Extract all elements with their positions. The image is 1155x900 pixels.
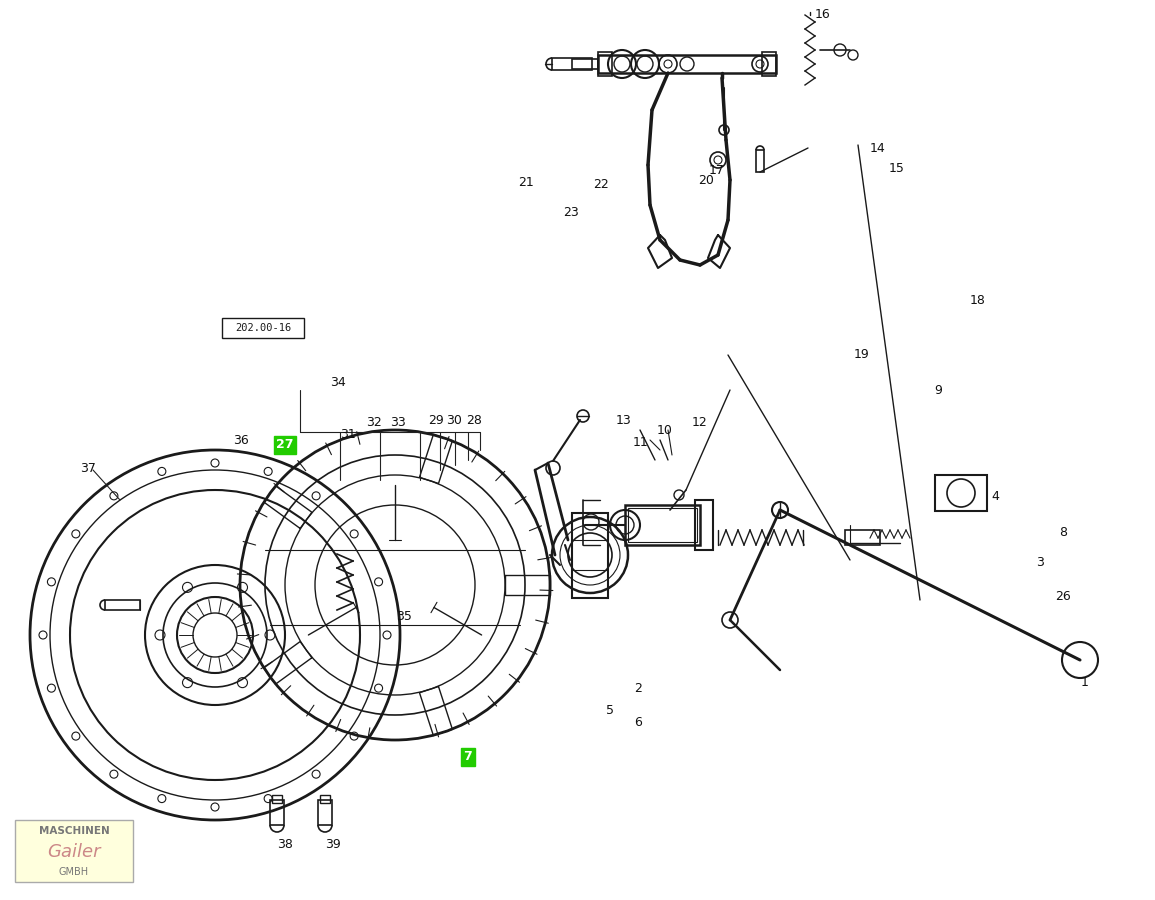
Text: 30: 30 xyxy=(446,413,462,427)
Text: Gailer: Gailer xyxy=(47,843,100,861)
Text: 34: 34 xyxy=(330,376,345,390)
Bar xyxy=(598,55,776,73)
Text: 12: 12 xyxy=(692,416,708,428)
Text: 21: 21 xyxy=(519,176,534,190)
Text: 23: 23 xyxy=(564,206,579,220)
Bar xyxy=(762,52,776,76)
Bar xyxy=(625,505,700,545)
Text: 202.00-16: 202.00-16 xyxy=(234,323,291,333)
Text: 31: 31 xyxy=(340,428,356,442)
Text: 1: 1 xyxy=(1081,677,1089,689)
Text: 6: 6 xyxy=(634,716,642,728)
Bar xyxy=(845,530,880,545)
Bar xyxy=(572,59,598,69)
Text: 4: 4 xyxy=(991,491,999,503)
Text: 32: 32 xyxy=(366,416,382,428)
Text: 16: 16 xyxy=(815,8,830,22)
Text: GMBH: GMBH xyxy=(59,867,89,877)
Text: 9: 9 xyxy=(934,383,942,397)
Text: 18: 18 xyxy=(970,293,986,307)
Text: 22: 22 xyxy=(594,178,609,192)
Text: 17: 17 xyxy=(709,164,725,176)
Text: 26: 26 xyxy=(1056,590,1071,604)
Text: 8: 8 xyxy=(1059,526,1067,539)
Text: 38: 38 xyxy=(277,839,293,851)
Text: 28: 28 xyxy=(467,413,482,427)
Text: 37: 37 xyxy=(80,462,96,474)
Text: 19: 19 xyxy=(855,348,870,362)
Text: MASCHINEN: MASCHINEN xyxy=(38,826,110,836)
Text: 2: 2 xyxy=(634,681,642,695)
Bar xyxy=(552,58,593,70)
Text: 39: 39 xyxy=(325,839,341,851)
Bar xyxy=(757,150,763,172)
Bar xyxy=(572,513,608,598)
Text: 11: 11 xyxy=(633,436,649,449)
Bar xyxy=(598,52,612,76)
Bar xyxy=(695,500,713,550)
Text: 3: 3 xyxy=(1036,555,1044,569)
Bar xyxy=(320,795,330,803)
Text: 7: 7 xyxy=(463,751,472,763)
Text: 13: 13 xyxy=(616,413,632,427)
FancyBboxPatch shape xyxy=(15,820,133,882)
Bar xyxy=(222,318,304,338)
Text: 29: 29 xyxy=(429,413,444,427)
Text: 20: 20 xyxy=(698,174,714,186)
Text: 5: 5 xyxy=(606,704,614,716)
Bar xyxy=(318,800,331,825)
Text: 14: 14 xyxy=(870,141,886,155)
Bar xyxy=(270,800,284,825)
Bar xyxy=(105,600,140,610)
Text: 27: 27 xyxy=(276,438,293,452)
Bar xyxy=(936,475,988,511)
Text: 15: 15 xyxy=(889,161,904,175)
Bar xyxy=(271,795,282,803)
Text: 10: 10 xyxy=(657,424,673,436)
Text: 35: 35 xyxy=(396,609,412,623)
Text: 36: 36 xyxy=(233,434,248,446)
Bar xyxy=(628,508,696,542)
Text: 33: 33 xyxy=(390,416,405,428)
